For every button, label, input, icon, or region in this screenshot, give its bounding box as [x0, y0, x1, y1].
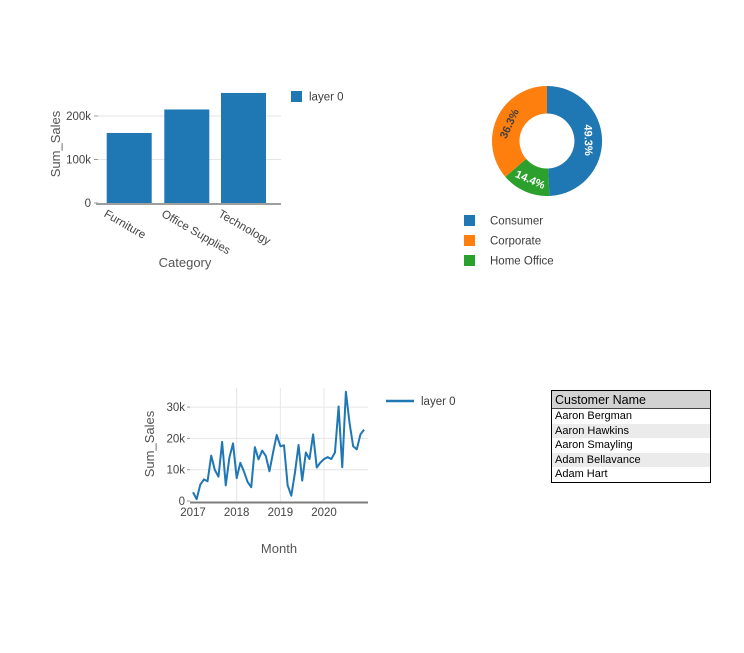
- table-row[interactable]: Aaron Bergman: [555, 410, 633, 422]
- table-row[interactable]: Aaron Hawkins: [552, 423, 710, 439]
- x-tick-label: 2020: [311, 507, 337, 519]
- y-tick-label: 0: [85, 198, 91, 210]
- x-axis-title: Month: [261, 541, 297, 556]
- x-axis-title: Category: [159, 255, 212, 270]
- pie-slice-consumer[interactable]: [547, 85, 603, 196]
- table-row[interactable]: Adam Hart: [555, 468, 608, 481]
- pie-slice-home-office[interactable]: [505, 158, 550, 197]
- legend-label: Consumer: [490, 216, 543, 228]
- legend-label: layer 0: [421, 396, 456, 408]
- x-tick-label: 2017: [180, 507, 206, 519]
- y-tick-label: 20k: [166, 433, 185, 445]
- legend-swatch: [291, 91, 302, 102]
- legend-swatch: [464, 255, 475, 266]
- line-chart-sales-by-month: 0 10k 20k 30k 2017 2018 2019 2020 Sum_Sales Month…: [142, 388, 456, 556]
- bar-office-supplies[interactable]: [164, 109, 210, 203]
- legend-label: layer 0: [309, 92, 344, 104]
- bar-furniture[interactable]: [106, 132, 152, 203]
- donut-legend-item-consumer[interactable]: Consumer: [464, 215, 543, 228]
- sales-line-series: [192, 390, 365, 501]
- table-body: Aaron Bergman Aaron Hawkins Aaron Smayling…: [552, 409, 710, 482]
- table-row[interactable]: Aaron Smayling: [555, 439, 633, 452]
- x-tick-label: Furniture: [102, 208, 148, 241]
- x-tick-label: 2018: [224, 507, 250, 519]
- donut-legend-item-corporate[interactable]: Corporate: [464, 235, 541, 248]
- y-axis-title: Sum_Sales: [142, 410, 157, 477]
- customer-name-table: Customer Name Aaron Bergman Aaron Hawkins…: [551, 390, 711, 483]
- legend-label: Corporate: [490, 236, 541, 248]
- donut-legend-item-home-office[interactable]: Home Office: [464, 255, 554, 268]
- bar-chart-legend[interactable]: layer 0: [291, 91, 344, 104]
- y-tick-label: 100k: [66, 155, 91, 167]
- y-tick-label: 200k: [66, 111, 91, 123]
- line-chart-legend[interactable]: layer 0: [386, 396, 456, 408]
- y-axis-title: Sum_Sales: [48, 110, 63, 177]
- legend-label: Home Office: [490, 256, 554, 268]
- legend-swatch: [464, 235, 475, 246]
- bar-technology[interactable]: [221, 92, 266, 203]
- y-tick-label: 30k: [166, 402, 185, 414]
- table-header-customer-name: Customer Name: [552, 391, 710, 409]
- x-tick-label: 2019: [268, 507, 294, 519]
- pie-slice-percentage-label: 49.3%: [581, 124, 594, 156]
- pie-slice-corporate[interactable]: [492, 86, 547, 177]
- y-tick-label: 0: [179, 496, 185, 508]
- y-tick-label: 10k: [166, 465, 185, 477]
- table-row[interactable]: Adam Bellavance: [552, 452, 710, 468]
- legend-swatch: [464, 215, 475, 226]
